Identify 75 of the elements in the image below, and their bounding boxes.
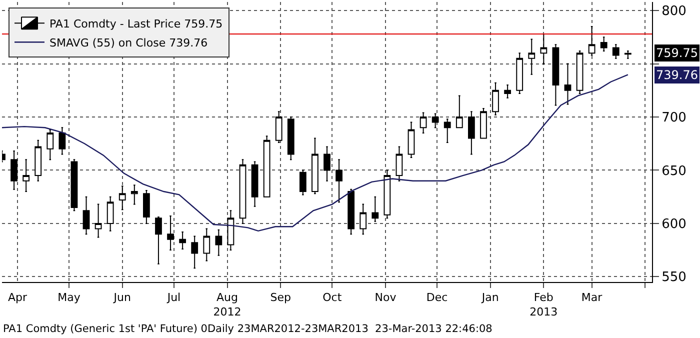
candlestick <box>130 184 138 205</box>
candlestick <box>287 116 294 160</box>
candlestick <box>480 108 487 139</box>
x-tick-label: Dec <box>426 291 448 304</box>
candlestick <box>468 111 475 155</box>
candlestick <box>528 38 536 75</box>
candlestick <box>179 231 186 250</box>
candlestick <box>251 161 258 207</box>
candlestick <box>94 204 102 238</box>
candlestick <box>408 122 415 158</box>
candlestick <box>215 229 222 256</box>
y-tick-label: 600 <box>662 216 686 232</box>
candlestick <box>263 136 270 198</box>
candlestick <box>576 50 584 94</box>
candlestick <box>299 170 306 196</box>
candlestick <box>275 111 282 144</box>
y-tick-label: 650 <box>662 164 686 179</box>
candlestick <box>384 170 391 219</box>
x-tick-label: Aug 2012 <box>213 291 242 318</box>
candlestick <box>10 150 18 190</box>
candlestick <box>155 216 162 264</box>
candlestick <box>444 118 451 144</box>
candlestick <box>227 210 234 251</box>
text: 739.76 <box>656 68 698 82</box>
candlestick <box>203 228 210 262</box>
candlestick <box>106 196 114 232</box>
candlestick <box>34 140 42 182</box>
line-series <box>2 74 629 232</box>
x-tick-label: Sep <box>270 291 291 304</box>
candlestick <box>624 50 632 59</box>
candlestick <box>82 196 90 235</box>
y-tick-label: 800 <box>662 4 686 20</box>
candlestick <box>22 159 30 192</box>
legend-label: PA1 Comdty - Last Price 759.75 <box>50 17 223 30</box>
candlestick <box>360 204 367 235</box>
candlestick <box>46 129 54 160</box>
candlestick <box>600 36 608 52</box>
y-tick-label: 550 <box>662 270 686 286</box>
candlestick <box>58 127 66 155</box>
x-tick-label: Jun <box>112 291 131 304</box>
x-tick-label: Feb 2013 <box>530 291 558 318</box>
candlestick <box>336 159 342 203</box>
x-tick-label: Mar <box>581 291 603 304</box>
candlestick <box>612 44 620 59</box>
candlestick <box>540 33 548 64</box>
candlestick <box>564 63 572 105</box>
candlestick <box>588 26 596 56</box>
candlestick <box>167 215 174 251</box>
x-tick-label: May <box>58 291 81 304</box>
text: PA1 Comdty (Generic 1st 'PA' Future) 0Daily 23MAR2012-23MAR2013 23-Mar-2013 22:46:08 <box>3 323 492 335</box>
legend-label: SMAVG (55) on Close 739.76 <box>50 36 208 50</box>
candlestick <box>312 138 318 194</box>
candlestick <box>143 190 150 224</box>
candlestick <box>324 146 330 182</box>
candlestick <box>432 113 439 128</box>
y-tick-label: 700 <box>662 110 686 126</box>
candlestick <box>70 159 78 212</box>
x-tick-label: Jul <box>166 291 181 304</box>
candlestick <box>492 82 499 116</box>
candlestick <box>372 196 379 222</box>
candlestick <box>239 159 246 224</box>
candlestick <box>456 95 463 128</box>
text: 759.75 <box>656 46 698 60</box>
candlestick <box>396 146 403 182</box>
candlestick <box>191 236 198 269</box>
x-tick-label: Apr <box>8 291 28 304</box>
x-tick-label: Jan <box>480 291 499 304</box>
candlestick <box>552 44 560 106</box>
candlestick <box>118 186 126 210</box>
candlestick <box>420 112 427 134</box>
candlestick <box>348 188 355 235</box>
x-tick-label: Oct <box>322 291 342 304</box>
x-tick-label: Nov <box>374 291 397 304</box>
candlestick <box>516 52 524 94</box>
candlestick <box>504 84 511 98</box>
